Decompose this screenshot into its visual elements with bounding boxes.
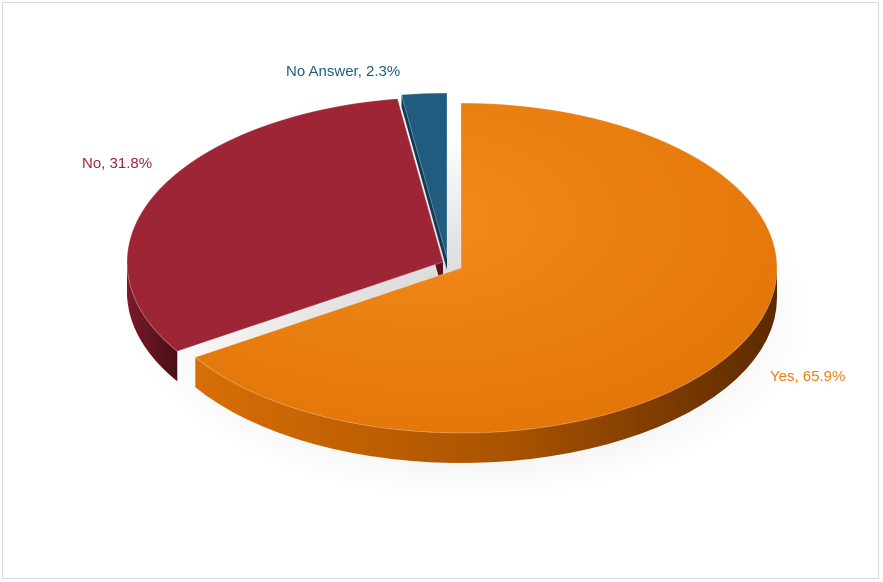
slice-side-no <box>127 262 178 382</box>
slice-edge-no-answer <box>401 94 447 270</box>
slice-yes <box>194 102 778 434</box>
slice-side-yes <box>195 268 778 463</box>
data-label-no: No, 31.8% <box>82 155 152 172</box>
data-label-no-answer: No Answer, 2.3% <box>286 63 400 80</box>
slice-no-answer <box>400 92 448 259</box>
data-label-yes: Yes, 65.9% <box>770 368 845 385</box>
slice-no <box>126 98 444 352</box>
